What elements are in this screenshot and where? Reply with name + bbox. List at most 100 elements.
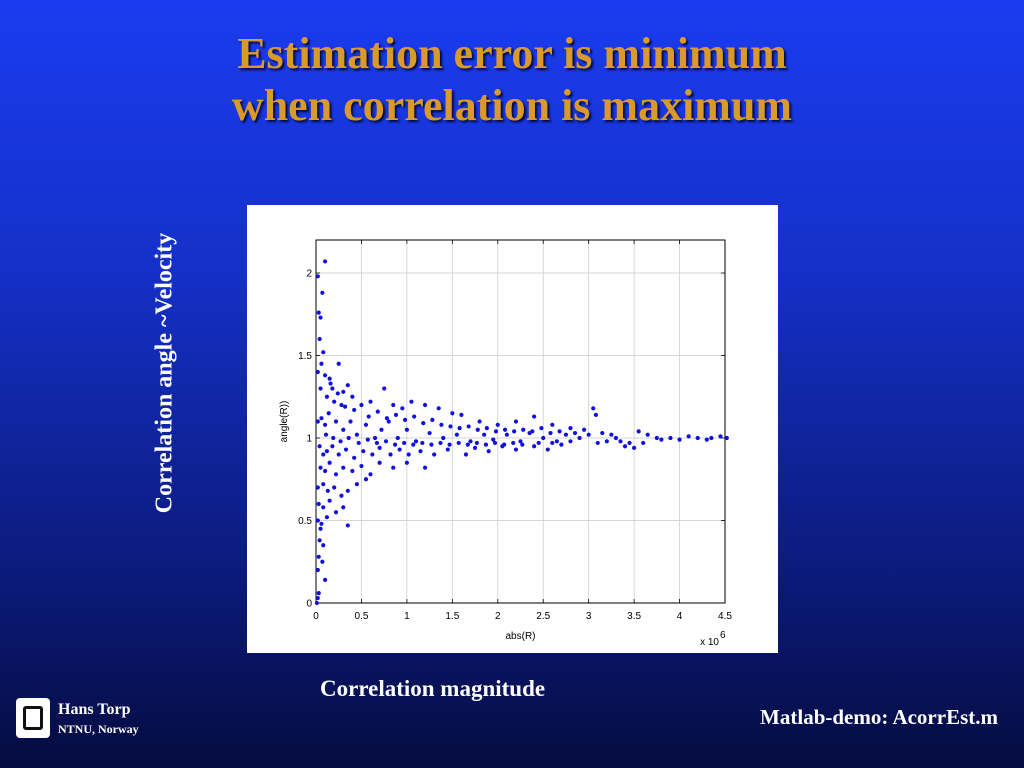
data-point xyxy=(472,445,478,450)
data-point xyxy=(318,386,323,391)
data-point xyxy=(632,445,637,450)
data-point xyxy=(326,411,331,416)
data-point xyxy=(350,394,355,399)
data-point xyxy=(421,421,426,426)
data-point xyxy=(363,477,369,482)
data-point xyxy=(482,432,487,437)
data-point xyxy=(327,376,332,381)
data-point xyxy=(318,465,323,470)
data-point xyxy=(318,526,323,531)
data-point xyxy=(333,472,339,477)
data-point xyxy=(372,435,378,441)
data-point xyxy=(411,442,416,447)
data-point xyxy=(388,452,393,457)
data-point xyxy=(474,440,479,446)
data-point xyxy=(622,444,628,449)
x-multiplier-exponent: 6 xyxy=(720,630,726,641)
data-point xyxy=(441,435,446,441)
data-point xyxy=(319,521,324,526)
plot-frame xyxy=(315,239,726,604)
data-point xyxy=(448,424,453,429)
data-point xyxy=(422,465,428,470)
data-point xyxy=(659,437,664,442)
data-point xyxy=(604,439,609,444)
data-point xyxy=(328,381,333,386)
data-point xyxy=(695,435,700,441)
data-point xyxy=(554,439,559,444)
data-point xyxy=(322,373,328,378)
data-point xyxy=(402,440,407,446)
data-point xyxy=(686,434,691,439)
data-point xyxy=(427,430,432,436)
data-point xyxy=(582,427,587,432)
data-point xyxy=(370,452,375,457)
data-point xyxy=(342,404,348,409)
data-point xyxy=(418,449,423,454)
x-tick-label: 4.5 xyxy=(718,611,732,622)
data-point xyxy=(550,422,555,427)
data-point xyxy=(532,444,537,449)
data-point xyxy=(677,437,682,442)
data-point xyxy=(359,402,364,408)
data-point xyxy=(368,472,373,477)
scatter-chart: 0 0.5 1 1.5 2 2.5 3 3.5 4 4.5 0 0.5 1 1.5 2 abs(R) angle… xyxy=(279,239,732,648)
data-point xyxy=(595,440,600,446)
data-point xyxy=(548,430,553,436)
data-point xyxy=(321,505,326,510)
data-point xyxy=(327,460,332,465)
data-point xyxy=(321,543,326,548)
chart-figure: 0 0.5 1 1.5 2 2.5 3 3.5 4 4.5 0 0.5 1 1.5 2 abs(R) angle… xyxy=(247,205,778,653)
y-tick-label: 1 xyxy=(306,434,312,445)
data-point xyxy=(321,482,326,487)
data-point xyxy=(704,437,709,442)
data-point xyxy=(392,442,398,447)
data-point xyxy=(339,402,344,408)
y-tick-label: 0 xyxy=(306,599,312,610)
data-point xyxy=(354,432,359,437)
data-point xyxy=(463,452,469,457)
data-point xyxy=(413,439,419,444)
x-axis-caption: Correlation magnitude xyxy=(320,676,546,701)
data-point xyxy=(317,444,322,449)
data-point xyxy=(724,435,729,441)
data-point xyxy=(316,591,321,596)
data-point xyxy=(320,290,325,295)
data-point xyxy=(343,447,349,452)
data-point xyxy=(406,452,411,457)
data-point xyxy=(521,427,526,432)
data-point xyxy=(321,452,326,457)
data-point xyxy=(332,399,337,404)
data-point xyxy=(331,435,336,441)
data-point xyxy=(335,391,340,396)
data-point xyxy=(338,439,343,444)
data-point xyxy=(316,501,321,507)
data-point xyxy=(668,435,673,441)
data-point xyxy=(447,442,452,447)
data-point xyxy=(324,515,330,520)
data-point xyxy=(439,422,444,427)
ntnu-logo xyxy=(16,698,50,738)
x-tick-label: 1 xyxy=(404,611,410,622)
data-point xyxy=(466,424,471,429)
data-point xyxy=(314,600,320,606)
data-point xyxy=(354,482,359,487)
data-point xyxy=(315,595,320,601)
data-point xyxy=(325,488,330,493)
data-point xyxy=(454,432,459,437)
data-point xyxy=(568,439,573,444)
data-point xyxy=(404,460,409,465)
data-point xyxy=(511,440,516,446)
data-point xyxy=(346,435,351,441)
data-point xyxy=(315,567,320,573)
data-point xyxy=(352,455,357,460)
data-point xyxy=(318,315,323,320)
data-point xyxy=(359,463,364,469)
data-point xyxy=(366,414,371,419)
data-point xyxy=(345,488,350,493)
data-point xyxy=(568,426,573,431)
data-point xyxy=(557,429,562,434)
data-point xyxy=(330,386,335,391)
data-point xyxy=(486,449,491,454)
x-multiplier-label: x 10 xyxy=(700,637,719,648)
data-point xyxy=(459,412,464,417)
